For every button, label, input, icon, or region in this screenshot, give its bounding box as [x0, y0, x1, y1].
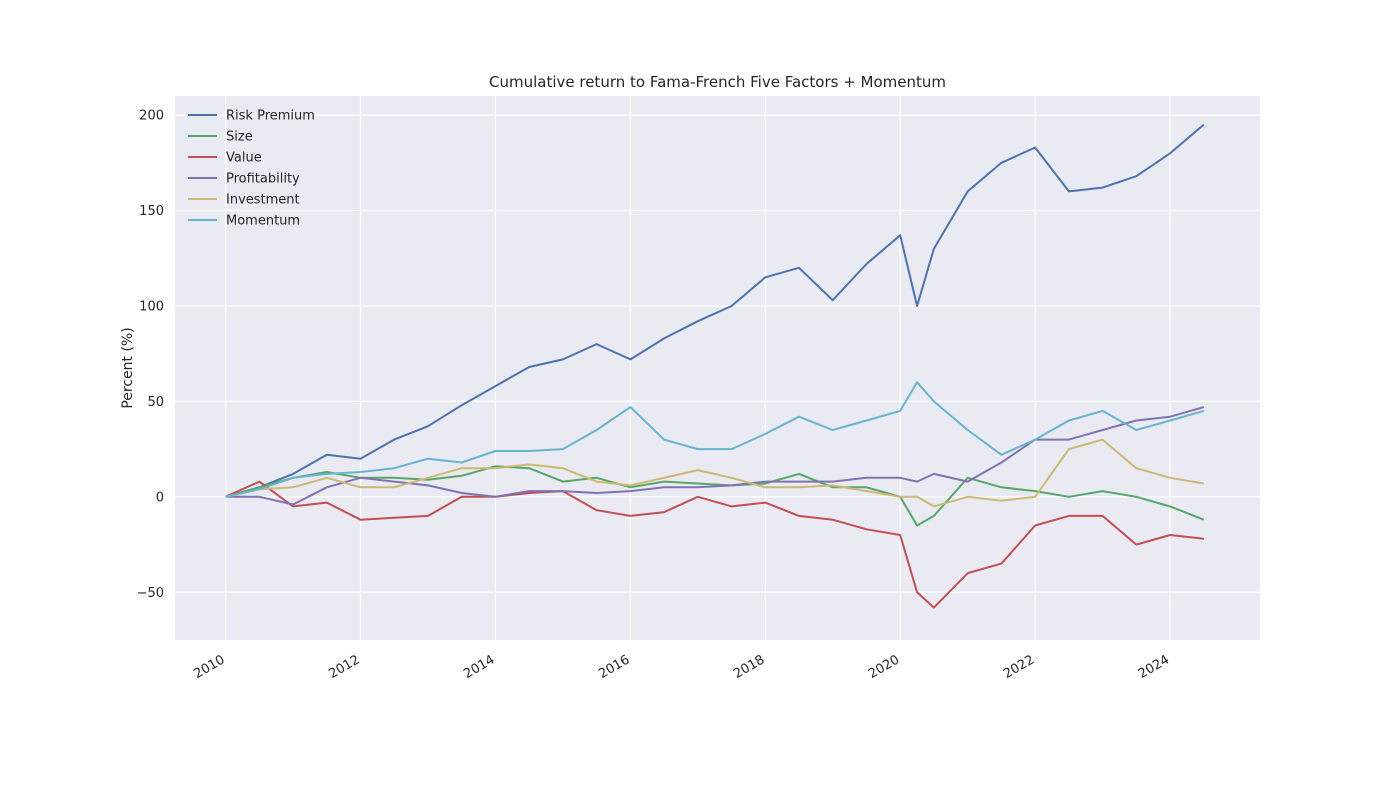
x-tick-label: 2016 — [596, 652, 632, 682]
x-tick-label: 2010 — [191, 652, 227, 682]
series-lines — [225, 123, 1205, 609]
legend: Risk Premium Size Value Profitability Invest… — [188, 109, 315, 229]
series-line-5 — [225, 438, 1204, 508]
legend-label: Momentum — [226, 214, 300, 229]
y-tick-label: −50 — [137, 586, 164, 601]
y-tick-label: 100 — [139, 299, 164, 314]
x-tick-label: 2014 — [461, 652, 497, 682]
plot-background — [175, 96, 1260, 640]
legend-label: Size — [226, 130, 253, 145]
y-axis-title: Percent (%) — [120, 327, 136, 408]
y-tick-label: 0 — [156, 490, 164, 505]
series-line-1 — [225, 123, 1205, 498]
y-tick-label: 50 — [147, 395, 164, 410]
x-tick-label: 2018 — [731, 652, 767, 682]
series-line-6 — [225, 381, 1205, 498]
x-tick-label: 2022 — [1001, 652, 1037, 682]
x-tick-label: 2024 — [1136, 652, 1172, 682]
legend-label: Investment — [226, 193, 300, 208]
y-tick-label: 150 — [139, 204, 164, 219]
legend-label: Profitability — [226, 172, 300, 187]
grid — [175, 96, 1260, 640]
y-tick-label: 200 — [139, 109, 164, 124]
chart-title: Cumulative return to Fama-French Five Fa… — [489, 73, 946, 91]
legend-label: Risk Premium — [226, 109, 315, 124]
legend-label: Value — [226, 151, 262, 166]
x-tick-label: 2020 — [866, 652, 902, 682]
series-line-3 — [225, 480, 1204, 609]
x-tick-label: 2012 — [326, 652, 362, 682]
